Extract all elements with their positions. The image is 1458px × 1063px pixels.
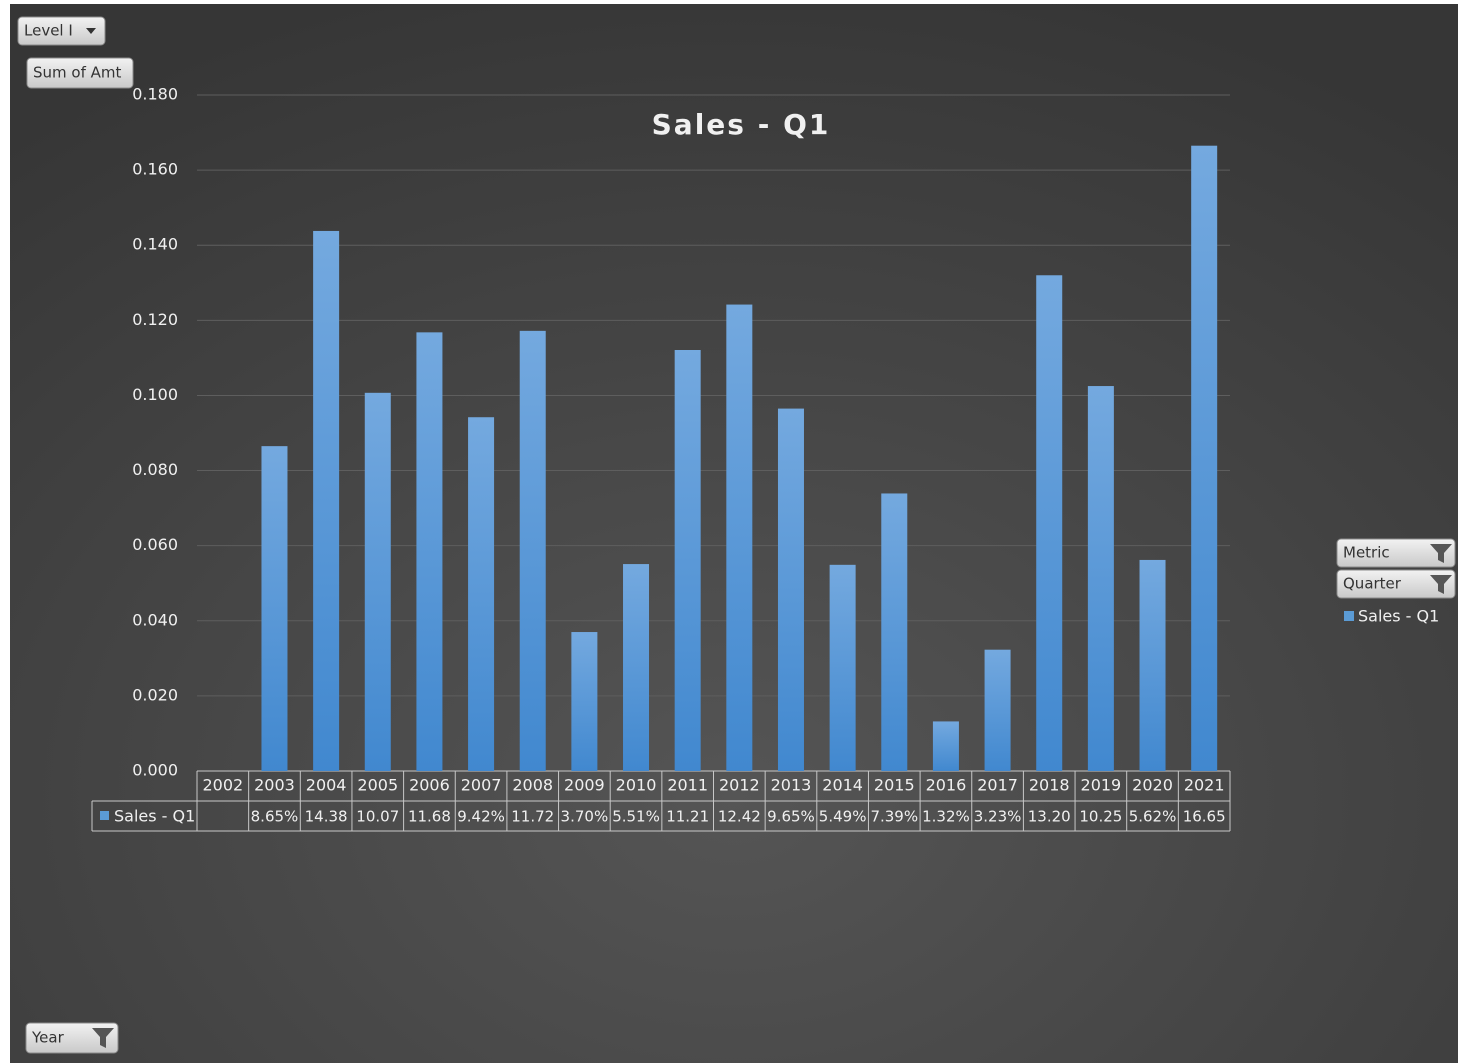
x-tick-label: 2009 [564, 776, 605, 795]
level-button[interactable]: Level I [17, 16, 106, 46]
x-tick-label: 2013 [771, 776, 812, 795]
data-table-value: 3.23% [974, 808, 1022, 826]
data-table-value: 5.51% [612, 808, 660, 826]
bar [932, 721, 959, 771]
button-label: Quarter [1343, 575, 1402, 593]
data-table-value: 5.49% [819, 808, 867, 826]
x-tick-label: 2003 [254, 776, 295, 795]
data-table-value: 3.70% [561, 808, 609, 826]
x-tick-label: 2019 [1081, 776, 1122, 795]
bar [881, 493, 908, 771]
button-label: Sum of Amt [33, 64, 122, 82]
y-tick-label: 0.080 [132, 460, 178, 479]
bar [777, 408, 804, 771]
chart-title: Sales - Q1 [652, 108, 831, 141]
x-tick-label: 2006 [409, 776, 450, 795]
value-field-button[interactable]: Sum of Amt [26, 57, 134, 89]
data-table-value: 10.07 [356, 808, 399, 826]
legend-swatch [1344, 611, 1354, 621]
data-table-value: 7.39% [870, 808, 918, 826]
metric-button[interactable]: Metric [1336, 538, 1456, 568]
bar [416, 332, 443, 771]
bar [1191, 145, 1218, 771]
y-tick-label: 0.100 [132, 385, 178, 404]
year-button[interactable]: Year [25, 1022, 119, 1054]
x-tick-label: 2010 [616, 776, 657, 795]
data-table-value: 12.42 [718, 808, 761, 826]
table-row-header: Sales - Q1 [114, 807, 195, 826]
legend-swatch [100, 811, 109, 820]
data-table-value: 14.38 [305, 808, 348, 826]
filter-icon [1430, 575, 1452, 594]
legend-label: Sales - Q1 [1358, 607, 1439, 626]
bar [674, 350, 701, 771]
y-tick-label: 0.040 [132, 610, 178, 629]
y-tick-label: 0.060 [132, 535, 178, 554]
x-tick-label: 2002 [202, 776, 243, 795]
bar [1139, 559, 1166, 771]
data-table-value: 13.20 [1028, 808, 1071, 826]
x-tick-label: 2007 [461, 776, 502, 795]
bar [313, 230, 340, 771]
y-tick-label: 0.000 [132, 761, 178, 780]
data-table-value: 11.72 [511, 808, 554, 826]
x-tick-label: 2021 [1184, 776, 1225, 795]
bar [364, 392, 391, 771]
data-table-value: 8.65% [251, 808, 299, 826]
bar [519, 330, 546, 771]
y-tick-label: 0.160 [132, 160, 178, 179]
x-tick-label: 2020 [1132, 776, 1173, 795]
data-table-value: 9.65% [767, 808, 815, 826]
button-label: Level I [24, 22, 73, 40]
bar [1036, 275, 1063, 771]
data-table-value: 11.68 [408, 808, 451, 826]
y-tick-label: 0.180 [132, 85, 178, 104]
bar [261, 446, 288, 771]
x-tick-label: 2005 [357, 776, 398, 795]
filter-icon [1430, 544, 1452, 563]
x-tick-label: 2004 [306, 776, 347, 795]
y-tick-label: 0.140 [132, 235, 178, 254]
x-tick-label: 2011 [667, 776, 708, 795]
data-table-value: 1.32% [922, 808, 970, 826]
bar [1087, 386, 1114, 771]
filter-icon [92, 1028, 114, 1048]
data-table-value: 16.65 [1183, 808, 1226, 826]
y-tick-label: 0.120 [132, 310, 178, 329]
data-table-value: 9.42% [457, 808, 505, 826]
button-label: Year [31, 1029, 65, 1047]
x-tick-label: 2018 [1029, 776, 1070, 795]
x-tick-label: 2015 [874, 776, 915, 795]
data-table-value: 10.25 [1079, 808, 1122, 826]
x-tick-label: 2012 [719, 776, 760, 795]
dropdown-arrow [86, 28, 96, 34]
bar [984, 649, 1011, 771]
x-tick-label: 2008 [512, 776, 553, 795]
x-tick-label: 2016 [926, 776, 967, 795]
bar [726, 304, 753, 771]
bar [623, 564, 650, 771]
bar [571, 632, 598, 771]
y-tick-label: 0.020 [132, 685, 178, 704]
x-tick-label: 2014 [822, 776, 863, 795]
data-table-value: 5.62% [1129, 808, 1177, 826]
bar [829, 564, 856, 771]
data-table-value: 11.21 [666, 808, 709, 826]
bar [468, 417, 495, 771]
x-tick-label: 2017 [977, 776, 1018, 795]
button-label: Metric [1343, 544, 1390, 562]
quarter-button[interactable]: Quarter [1336, 569, 1456, 599]
